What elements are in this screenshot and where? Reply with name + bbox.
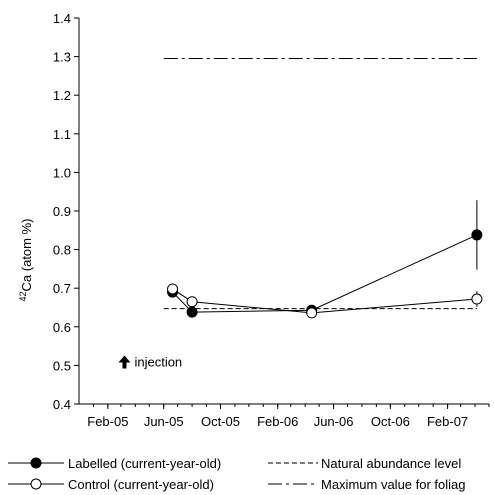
legend: Labelled (current-year-old) Control (curr… (8, 456, 466, 492)
series-line (172, 288, 477, 314)
y-axis-ticks: 0.4 0.5 0.6 0.7 0.8 0.9 1.0 1.1 1.2 1.3 1.4 (53, 11, 79, 412)
y-tick-label: 0.5 (53, 358, 71, 373)
x-tick-label: Feb-05 (87, 414, 128, 429)
legend-marker (30, 478, 42, 490)
y-tick-label: 1.0 (53, 165, 71, 180)
data-point (167, 283, 179, 295)
legend-label: Maximum value for foliag (321, 477, 466, 492)
legend-label: Natural abundance level (321, 456, 461, 471)
y-axis-label: 42Ca (atom %) (18, 219, 34, 302)
data-point (471, 229, 483, 241)
y-axis-label-superscript: 42 (18, 291, 28, 301)
data-point (471, 293, 483, 305)
legend-item: Control (current-year-old) (8, 477, 214, 492)
x-tick-label: Jun-06 (314, 414, 354, 429)
injection-annotation: injection (118, 355, 182, 370)
x-axis-ticks: Feb-05 Jun-05 Oct-05 Feb-06 Jun-06 Oct-06 Feb-… (87, 404, 490, 429)
x-tick-label: Feb-07 (427, 414, 468, 429)
legend-item: Natural abundance level (268, 456, 461, 471)
x-tick-label: Oct-05 (201, 414, 240, 429)
data-point (186, 306, 198, 318)
annotation-label: injection (134, 355, 182, 370)
axes (78, 18, 489, 405)
data-point (186, 296, 198, 308)
legend-label: Control (current-year-old) (68, 477, 214, 492)
y-tick-label: 1.3 (53, 50, 71, 65)
x-tick-label: Feb-06 (257, 414, 298, 429)
y-tick-label: 1.1 (53, 127, 71, 142)
reference-lines (163, 58, 477, 310)
data-point (306, 307, 318, 319)
arrow-up-icon (118, 355, 131, 369)
series-line (172, 234, 478, 313)
legend-marker (30, 457, 42, 469)
x-tick-label: Jun-05 (144, 414, 184, 429)
legend-item: Labelled (current-year-old) (8, 456, 221, 471)
series-2 (167, 283, 483, 319)
y-tick-label: 0.8 (53, 243, 71, 258)
y-tick-label: 0.6 (53, 320, 71, 335)
legend-item: Maximum value for foliag (268, 477, 466, 492)
y-tick-label: 0.7 (53, 281, 71, 296)
y-tick-label: 1.2 (53, 88, 71, 103)
y-tick-label: 0.9 (53, 204, 71, 219)
y-tick-label: 1.4 (53, 11, 71, 26)
y-tick-label: 0.4 (53, 397, 71, 412)
x-tick-label: Oct-06 (371, 414, 410, 429)
legend-label: Labelled (current-year-old) (68, 456, 221, 471)
y-axis-label-main: Ca (atom %) (19, 219, 34, 292)
series-1 (167, 200, 483, 318)
series-layer (167, 200, 483, 319)
